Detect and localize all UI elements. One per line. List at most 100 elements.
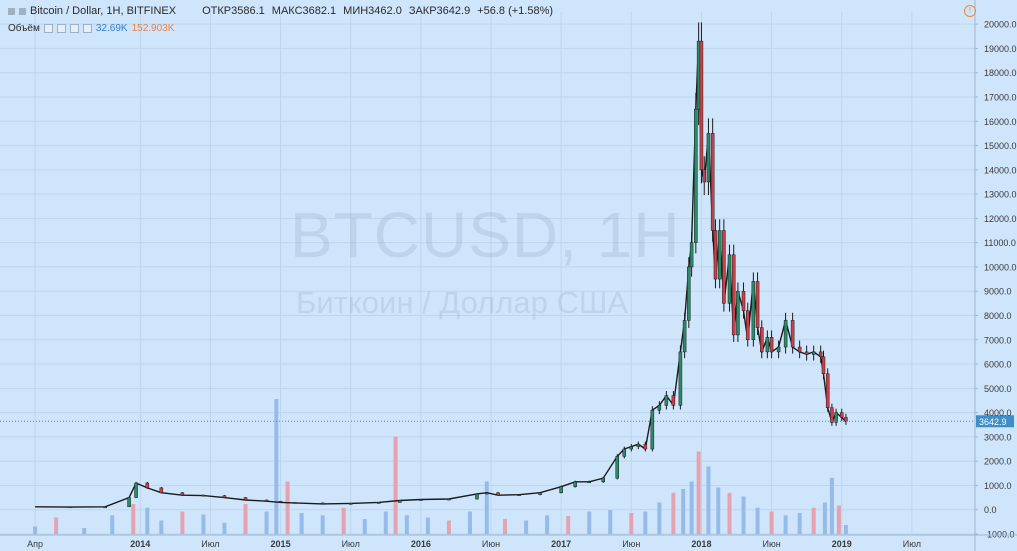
volume-bar bbox=[671, 492, 676, 534]
price-tick-label: 4000.0 bbox=[984, 408, 1012, 418]
volume-bar bbox=[741, 496, 746, 534]
candle-body bbox=[320, 502, 325, 505]
candle-body bbox=[830, 407, 834, 423]
volume-bar bbox=[657, 502, 662, 534]
candle-body bbox=[264, 499, 269, 502]
candle-body bbox=[722, 230, 726, 304]
candle-body bbox=[159, 487, 164, 493]
volume-bars bbox=[33, 399, 848, 534]
candle-body bbox=[717, 230, 722, 280]
candle-body bbox=[751, 281, 756, 341]
candle-body bbox=[736, 290, 740, 336]
price-tick-label: 18000.0 bbox=[984, 68, 1017, 78]
change-value: +56.8 (+1.58%) bbox=[477, 5, 554, 17]
last-price-badge bbox=[976, 415, 1014, 428]
volume-label[interactable]: Объём bbox=[8, 23, 40, 34]
volume-bar bbox=[446, 520, 451, 534]
price-tick-label: 9000.0 bbox=[984, 287, 1012, 297]
candle-body bbox=[559, 486, 563, 493]
candle-body bbox=[844, 417, 848, 422]
eye-icon[interactable] bbox=[43, 24, 53, 33]
time-tick-label: Июн bbox=[482, 539, 500, 549]
volume-bar bbox=[467, 511, 472, 534]
volume-bar bbox=[145, 507, 150, 534]
candle-body bbox=[201, 494, 206, 497]
candle-body bbox=[713, 230, 718, 280]
volume-bar bbox=[425, 517, 430, 534]
candle-body bbox=[755, 281, 760, 328]
price-tick-label: 1000.0 bbox=[984, 481, 1012, 491]
volume-bar bbox=[110, 515, 115, 534]
price-tick-label: 14000.0 bbox=[984, 165, 1017, 175]
candle-body bbox=[790, 320, 795, 348]
candle-body bbox=[682, 320, 687, 353]
volume-bar bbox=[843, 525, 848, 534]
volume-bar bbox=[797, 513, 802, 534]
high-value: МАКС3682.1 bbox=[271, 5, 337, 17]
watermark-ticker: BTCUSD, 1H bbox=[290, 199, 681, 271]
volume-bar bbox=[769, 511, 774, 534]
price-tick-label: 7000.0 bbox=[984, 335, 1012, 345]
time-tick-label: Июл bbox=[342, 539, 360, 549]
volume-bar bbox=[404, 515, 409, 534]
volume-value-down: 152.903K bbox=[131, 23, 175, 34]
time-axis[interactable]: Апр 2014 Июл 2015 Июл 2016 Июн 2017 Июн 2018 Июн 20… bbox=[0, 534, 1017, 549]
candle-body bbox=[377, 502, 381, 504]
candle-body bbox=[687, 266, 691, 321]
volume-value-up: 32.69K bbox=[95, 23, 128, 34]
time-tick-label: 2017 bbox=[551, 539, 571, 549]
volume-bar bbox=[299, 513, 304, 534]
last-price-line: 3642.9 bbox=[0, 415, 1014, 428]
candle-body bbox=[825, 373, 830, 408]
candle-body bbox=[671, 395, 676, 406]
candle-body bbox=[818, 351, 823, 358]
candle-body bbox=[517, 494, 521, 496]
candle-body bbox=[760, 327, 764, 353]
volume-legend: Объём 32.69K 152.903K bbox=[8, 23, 174, 34]
legend-header: Bitcoin / Dollar, 1H, BITFINEX ОТКР3586.… bbox=[8, 5, 553, 17]
time-tick-label: Апр bbox=[27, 539, 43, 549]
settings-icon[interactable] bbox=[56, 24, 66, 33]
candle-body bbox=[657, 405, 662, 411]
close-icon[interactable] bbox=[82, 24, 92, 33]
price-tick-label: 13000.0 bbox=[984, 190, 1017, 200]
candle-body bbox=[694, 108, 698, 243]
price-tick-label: 20000.0 bbox=[984, 20, 1017, 30]
volume-bar bbox=[716, 487, 721, 534]
collapse-icon[interactable] bbox=[8, 7, 15, 15]
price-tick-label: 19000.0 bbox=[984, 44, 1017, 54]
candle-body bbox=[727, 254, 732, 304]
candle-body bbox=[696, 40, 701, 110]
candle-body bbox=[103, 506, 107, 509]
price-tick-label: 11000.0 bbox=[984, 238, 1016, 248]
close-value: ЗАКР3642.9 bbox=[408, 5, 471, 17]
candle-body bbox=[797, 346, 802, 353]
warning-icon[interactable]: ! bbox=[964, 5, 976, 17]
volume-bar bbox=[362, 519, 367, 534]
volume-bar bbox=[159, 520, 164, 534]
candle-body bbox=[538, 492, 542, 495]
price-candles bbox=[35, 22, 848, 509]
candle-body bbox=[419, 499, 423, 501]
candle-body bbox=[573, 481, 577, 487]
candle-body bbox=[769, 337, 774, 353]
price-axis[interactable]: -1000.00.01000.02000.03000.04000.05000.0… bbox=[974, 0, 1017, 551]
symbol-title[interactable]: Bitcoin / Dollar, 1H, BITFINEX bbox=[30, 5, 177, 17]
candle-body bbox=[765, 337, 770, 353]
candle-body bbox=[821, 356, 826, 375]
candle-body bbox=[180, 492, 185, 496]
time-tick-label: 2016 bbox=[411, 539, 431, 549]
volume-bar bbox=[696, 451, 701, 534]
add-icon[interactable] bbox=[69, 24, 79, 33]
candle-body bbox=[702, 169, 706, 183]
volume-bar bbox=[727, 492, 732, 534]
candle-body bbox=[811, 351, 816, 355]
candle-body bbox=[834, 412, 838, 423]
price-tick-label: 8000.0 bbox=[984, 311, 1012, 321]
price-tick-label: 10000.0 bbox=[984, 262, 1017, 272]
candle-body bbox=[485, 492, 489, 495]
volume-bar bbox=[131, 504, 136, 534]
price-tick-label: 15000.0 bbox=[984, 141, 1017, 151]
time-tick-label: 2014 bbox=[130, 539, 150, 549]
